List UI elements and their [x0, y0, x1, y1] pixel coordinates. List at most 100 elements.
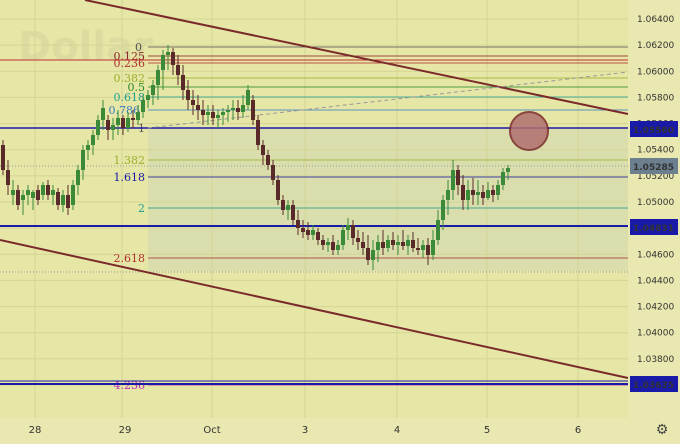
candle-body: [171, 52, 175, 65]
candle-body: [156, 70, 160, 85]
candle-body: [376, 242, 380, 250]
candle-body: [81, 150, 85, 170]
candle-body: [316, 232, 320, 240]
candle-body: [186, 90, 190, 100]
candle-body: [311, 230, 315, 235]
candle-body: [346, 225, 350, 230]
candle-body: [221, 112, 225, 115]
price-axis-tick: 1.06200: [637, 41, 674, 51]
price-axis-tick: 1.05400: [637, 146, 674, 156]
candle-body: [16, 190, 20, 205]
candle-body: [491, 190, 495, 195]
candle-body: [141, 100, 145, 112]
candle-body: [321, 240, 325, 245]
candle-body: [66, 195, 70, 208]
candle-body: [151, 85, 155, 95]
price-axis-marker-label: 1.03635: [633, 381, 674, 391]
candle-body: [71, 185, 75, 205]
price-axis-marker-bg: [630, 158, 678, 174]
price-axis-marker-bg: [630, 376, 678, 392]
candle-body: [456, 170, 460, 185]
candle-body: [181, 75, 185, 90]
candle-body: [176, 65, 180, 75]
fib-level-label: 0.382: [114, 72, 146, 85]
candle-body: [471, 190, 475, 195]
candle-body: [336, 245, 340, 250]
candle-body: [441, 200, 445, 220]
candle-body: [211, 112, 215, 118]
candle-body: [391, 240, 395, 245]
candle-body: [11, 190, 15, 195]
candle-body: [331, 242, 335, 250]
price-axis-marker-bg: [630, 219, 678, 235]
candle-body: [401, 242, 405, 246]
candle-body: [191, 100, 195, 105]
candle-body: [426, 245, 430, 255]
candle-body: [36, 190, 40, 200]
candle-body: [486, 190, 490, 198]
gear-icon[interactable]: ⚙: [655, 422, 669, 438]
candle-body: [166, 52, 170, 55]
candle-body: [111, 125, 115, 130]
candle-body: [326, 242, 330, 245]
time-axis-label: 29: [119, 425, 132, 436]
candle-body: [266, 155, 270, 165]
candle-body: [256, 120, 260, 145]
candle-body: [371, 250, 375, 260]
candle-body: [101, 108, 105, 120]
candle-body: [351, 225, 355, 238]
upper-trendline: [84, 0, 629, 115]
price-axis-marker-bg: [630, 121, 678, 137]
price-axis-tick: 1.05800: [637, 93, 674, 103]
fib-level-label: 0.5: [128, 81, 146, 94]
candle-body: [161, 55, 165, 70]
candle-body: [136, 112, 140, 120]
candle-body: [306, 230, 310, 235]
candle-body: [146, 95, 150, 100]
candle-body: [396, 242, 400, 245]
candle-body: [501, 172, 505, 185]
candle-body: [86, 145, 90, 150]
candle-body: [46, 185, 50, 195]
candle-body: [361, 242, 365, 248]
candle-body: [31, 192, 35, 198]
candle-body: [461, 185, 465, 200]
candle-body: [276, 180, 280, 200]
candle-body: [451, 170, 455, 190]
candle-body: [381, 242, 385, 248]
candle-body: [251, 100, 255, 120]
fib-level-label: 0.236: [114, 57, 146, 70]
fib-level-label: 2.618: [114, 252, 146, 265]
price-axis-marker-label: 1.05560: [633, 126, 674, 136]
candle-body: [431, 240, 435, 255]
candle-body: [261, 145, 265, 155]
candle-body: [201, 110, 205, 115]
candle-body: [126, 118, 130, 128]
candle-body: [76, 170, 80, 185]
target-circle-marker: [509, 111, 549, 151]
candle-body: [466, 190, 470, 200]
candle-body: [481, 192, 485, 198]
candle-body: [26, 190, 30, 195]
lower-trendline: [0, 239, 629, 379]
price-axis-tick: 1.04000: [637, 329, 674, 339]
time-axis-label: 6: [575, 425, 581, 436]
candle-body: [131, 118, 135, 120]
candle-body: [51, 190, 55, 195]
price-axis-tick: 1.03800: [637, 355, 674, 365]
candle-body: [246, 90, 250, 105]
candle-body: [281, 200, 285, 210]
candle-body: [61, 195, 65, 205]
price-axis-marker-label: 1.04831: [633, 224, 674, 234]
price-axis-tick: 1.05200: [637, 172, 674, 182]
candle-body: [416, 248, 420, 250]
candle-body: [446, 190, 450, 200]
candle-body: [271, 165, 275, 180]
fib-level-label: 0.786: [109, 104, 141, 117]
time-axis-label: 28: [29, 425, 42, 436]
price-axis-tick: 1.05000: [637, 198, 674, 208]
candle-body: [436, 220, 440, 240]
candle-body: [286, 205, 290, 210]
